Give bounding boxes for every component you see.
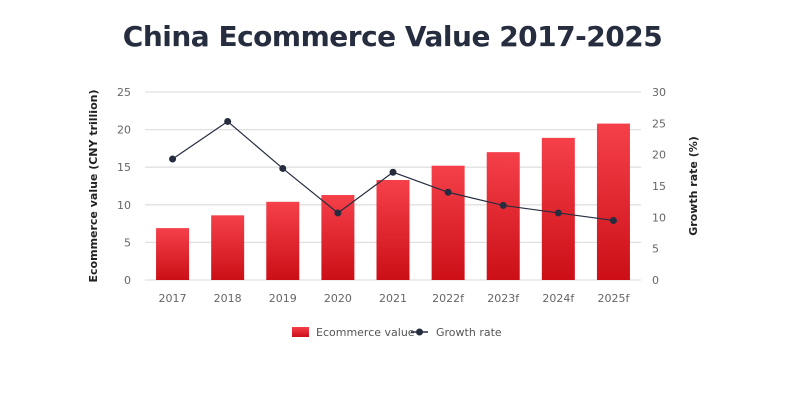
legend-line-label: Growth rate [436, 326, 502, 339]
y-tick-label: 10 [117, 199, 131, 212]
bar [211, 215, 245, 280]
line-point [444, 188, 452, 196]
y2-tick-label: 25 [652, 117, 666, 130]
y2-tick-label: 0 [652, 274, 659, 287]
y-tick-label: 15 [117, 161, 131, 174]
x-tick-label: 2018 [214, 292, 242, 305]
x-tick-label: 2023f [487, 292, 520, 305]
x-tick-label: 2020 [324, 292, 352, 305]
x-axis-ticks: 2017 2018 2019 2020 2021 2022f 2023f 2024f 2025f [159, 292, 631, 305]
x-tick-label: 2021 [379, 292, 407, 305]
y-tick-label: 0 [124, 274, 131, 287]
legend-bar-swatch [292, 327, 309, 337]
bar [321, 195, 355, 280]
bar [596, 123, 630, 280]
bar [486, 152, 520, 280]
x-tick-label: 2025f [598, 292, 631, 305]
y-tick-label: 5 [124, 236, 131, 249]
line-point [389, 168, 397, 176]
line-point [169, 155, 177, 163]
bar-series [156, 123, 630, 280]
left-axis-label: Ecommerce value (CNY trillion) [87, 90, 100, 283]
bar [156, 228, 190, 280]
bar [266, 201, 300, 280]
legend: Ecommerce value Growth rate [292, 326, 502, 339]
line-point [334, 209, 342, 217]
y2-tick-label: 20 [652, 149, 666, 162]
y-tick-label: 25 [117, 86, 131, 99]
line-point [279, 164, 287, 172]
y2-tick-label: 5 [652, 243, 659, 256]
x-tick-label: 2022f [432, 292, 465, 305]
y2-tick-label: 15 [652, 180, 666, 193]
chart-title: China Ecommerce Value 2017-2025 [122, 20, 663, 53]
y2-tick-label: 30 [652, 86, 666, 99]
legend-line-marker-icon [416, 328, 423, 336]
legend-bar-label: Ecommerce value [316, 326, 415, 339]
y2-tick-label: 10 [652, 211, 666, 224]
right-axis-label: Growth rate (%) [687, 136, 700, 236]
line-series [169, 117, 617, 224]
bar [431, 165, 465, 280]
x-tick-label: 2024f [542, 292, 575, 305]
line-point [224, 117, 232, 125]
left-axis-ticks: 0 5 10 15 20 25 [117, 86, 131, 287]
line-point [609, 216, 617, 224]
bar [541, 137, 575, 280]
x-tick-label: 2017 [159, 292, 187, 305]
x-tick-label: 2019 [269, 292, 297, 305]
right-axis-ticks: 0 5 10 15 20 25 30 [652, 86, 666, 287]
bar [376, 179, 410, 280]
y-tick-label: 20 [117, 124, 131, 137]
line-point [554, 209, 562, 217]
line-point [499, 201, 507, 209]
